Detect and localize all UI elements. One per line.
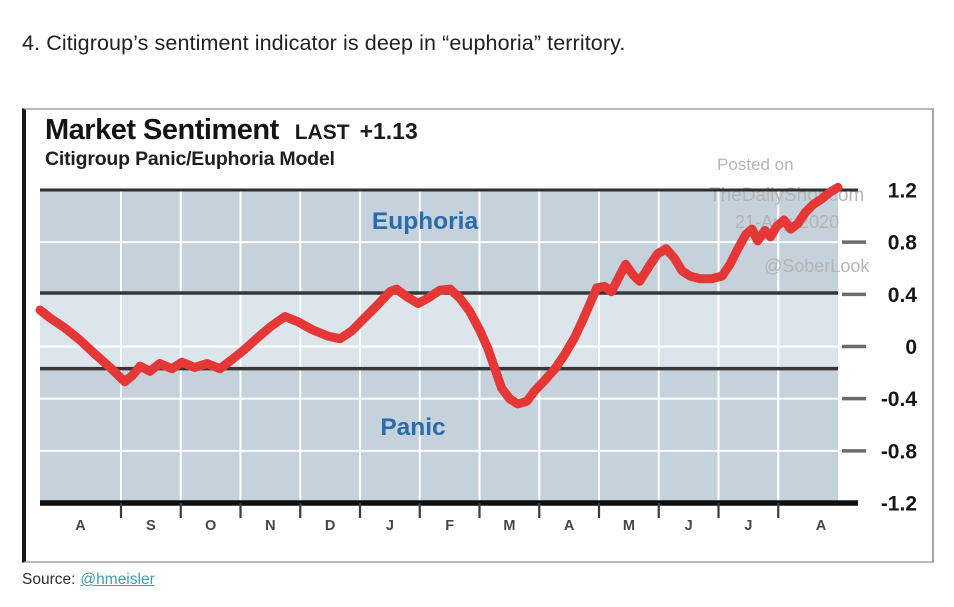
x-axis-label: O (205, 518, 216, 534)
x-axis-label: M (503, 518, 515, 534)
y-axis-label: -1.2 (881, 493, 917, 516)
sentiment-series-line (35, 182, 843, 409)
y-axis-label: 0 (905, 336, 917, 359)
y-axis-label: 0.8 (888, 232, 918, 255)
x-axis-label: J (685, 518, 693, 534)
source-link[interactable]: @hmeisler (80, 571, 155, 588)
x-axis-label: M (623, 518, 635, 534)
watermark-text: @SoberLook (764, 256, 870, 276)
source-line: Source: @hmeisler (22, 571, 155, 589)
panic-zone-label: Panic (380, 414, 445, 441)
chart-subtitle: Citigroup Panic/Euphoria Model (45, 148, 335, 170)
watermark-text: Posted on (717, 155, 794, 174)
chart-last-value: +1.13 (359, 118, 418, 144)
chart-last-label: LAST (294, 121, 350, 144)
y-axis-label: -0.8 (881, 440, 918, 463)
y-axis-label: 0.4 (888, 284, 918, 307)
chart-title: Market Sentiment (45, 114, 279, 146)
panic-zone-band (40, 368, 838, 503)
sentiment-chart-svg: Posted onTheDailyShot.com21-Aug-2020@Sob… (35, 155, 918, 534)
x-axis-label: F (445, 518, 454, 534)
x-axis-label: N (265, 518, 275, 534)
euphoria-zone-label: Euphoria (372, 208, 479, 235)
y-axis-label: -0.4 (881, 388, 918, 411)
page-title: 4. Citigroup’s sentiment indicator is de… (22, 31, 626, 55)
source-label: Source: (22, 571, 76, 588)
x-axis-label: S (146, 518, 156, 534)
x-axis-label: A (564, 518, 575, 534)
x-axis-label: A (75, 518, 86, 534)
chart-panel: Market Sentiment LAST +1.13 Citigroup Pani… (22, 108, 934, 563)
x-axis-label: J (386, 518, 394, 534)
y-axis-label: 1.2 (888, 180, 917, 203)
neutral-zone-band (40, 293, 838, 369)
x-axis-label: J (744, 518, 752, 534)
x-axis-label: A (816, 518, 827, 534)
x-axis-label: D (325, 518, 335, 534)
chart-title-row: Market Sentiment LAST +1.13 (45, 114, 418, 147)
